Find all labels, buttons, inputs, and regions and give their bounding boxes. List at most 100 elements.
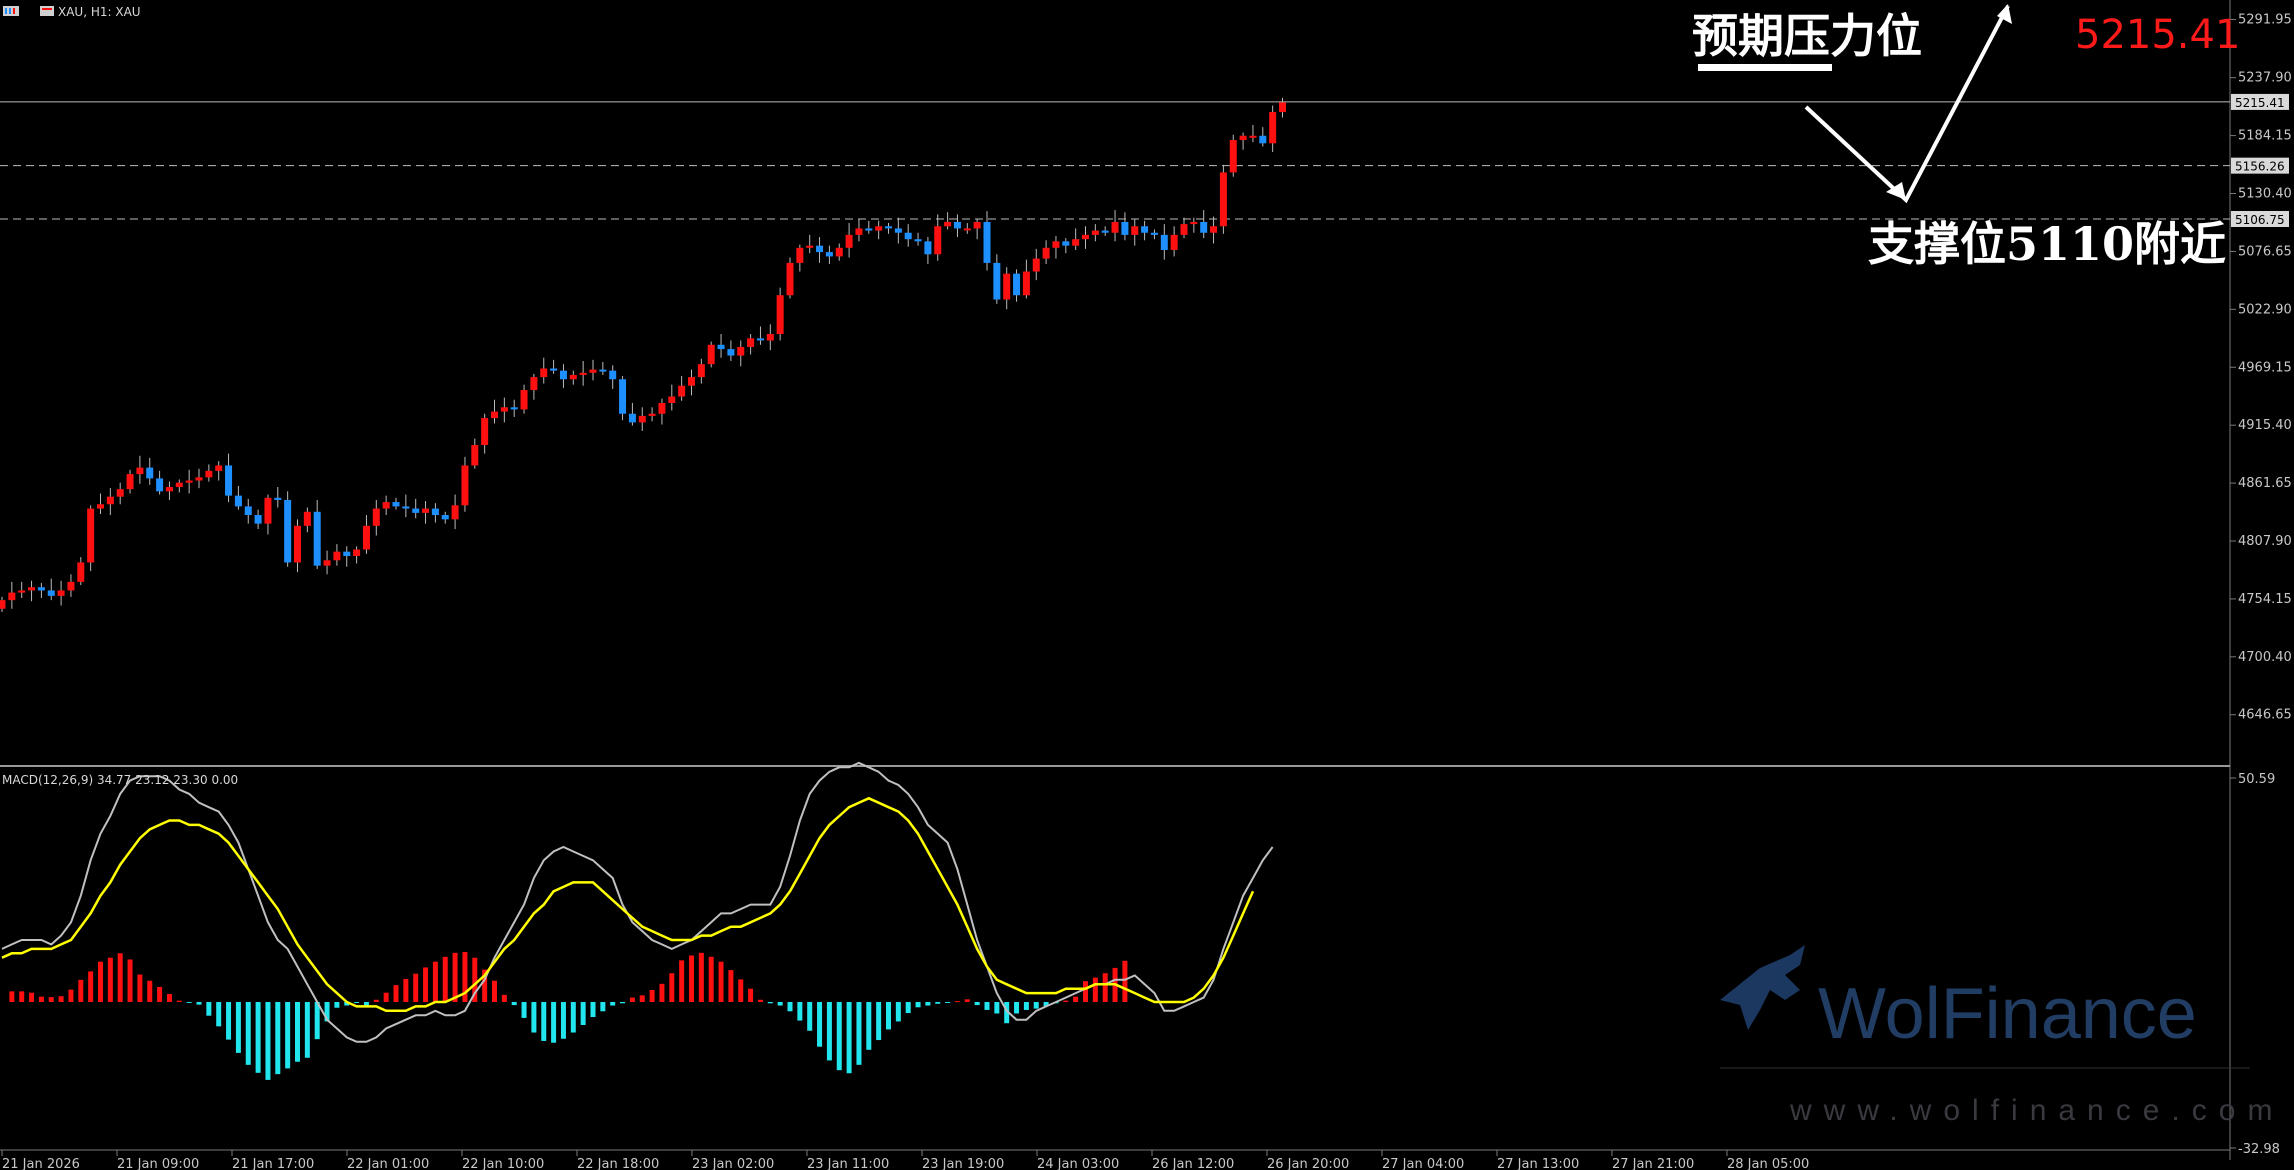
candle-body — [1101, 230, 1109, 233]
candle-body — [786, 262, 794, 296]
macd-histogram-bar — [324, 1001, 330, 1022]
candle-body — [619, 379, 627, 414]
candle-body — [894, 228, 902, 233]
candle-body — [195, 477, 203, 481]
candle-body — [284, 499, 292, 563]
candle-body — [678, 385, 686, 397]
candle-body — [825, 252, 833, 257]
price-tick-label: 4915.40 — [2238, 418, 2292, 433]
macd-histogram-bar — [964, 999, 970, 1002]
macd-histogram-bar — [501, 994, 507, 1002]
resistance-underline — [1698, 64, 1832, 71]
symbol-flag-icon[interactable] — [40, 6, 54, 16]
candle-body — [362, 525, 370, 550]
macd-histogram-bar — [984, 1001, 990, 1010]
candlestick-series — [0, 98, 1286, 612]
candle-body — [244, 506, 252, 516]
candle-body — [796, 247, 804, 263]
macd-histogram-bar — [117, 953, 123, 1002]
time-axis-ticks: 21 Jan 2026 21 Jan 09:00 21 Jan 17:00 22 Ja… — [1, 1150, 1809, 1170]
candle-body — [57, 590, 65, 596]
candle-body — [1062, 241, 1070, 246]
macd-histogram-bar — [226, 1001, 232, 1040]
macd-histogram-bar — [748, 988, 754, 1002]
time-tick-label: 28 Jan 05:00 — [1727, 1157, 1809, 1170]
macd-histogram-bar — [511, 1001, 517, 1006]
price-axis-ticks: 5291.95 5237.90 5184.15 5130.40 5076.65 5022.… — [2230, 12, 2292, 723]
macd-histogram-bar — [334, 1001, 340, 1008]
watermark-url: www.wolfinance.com — [1789, 1094, 2284, 1127]
macd-histogram-bar — [560, 1001, 566, 1039]
price-tick-label: 4969.15 — [2238, 360, 2292, 375]
macd-histogram-bar — [492, 980, 497, 1002]
macd-histogram-bar — [826, 1001, 832, 1061]
time-tick-label: 22 Jan 10:00 — [462, 1157, 544, 1170]
chart-title: XAU, H1: XAU — [58, 5, 141, 19]
candle-body — [47, 590, 55, 596]
macd-tick-label: -32.98 — [2238, 1142, 2280, 1157]
candle-body — [175, 482, 183, 488]
macd-histogram-bar — [1122, 960, 1128, 1002]
candle-body — [1003, 273, 1011, 300]
macd-histogram-bar — [531, 1001, 537, 1033]
candle-body — [126, 474, 134, 490]
time-tick-label: 21 Jan 09:00 — [117, 1157, 199, 1170]
candle-body — [1072, 239, 1080, 246]
candle-body — [461, 465, 469, 506]
candle-body — [225, 465, 233, 496]
price-tick-label: 4754.15 — [2238, 592, 2292, 607]
macd-histogram-bar — [482, 969, 488, 1002]
macd-histogram-bar — [137, 974, 143, 1002]
price-tick-label: 5291.95 — [2238, 12, 2292, 27]
candle-body — [1239, 135, 1247, 141]
candle-body — [766, 334, 774, 341]
candle-body — [471, 444, 479, 466]
macd-histogram-bar — [166, 994, 172, 1002]
macd-histogram-bar — [19, 991, 25, 1002]
macd-histogram-bar — [354, 1001, 360, 1003]
time-tick-label: 26 Jan 12:00 — [1152, 1157, 1234, 1170]
candle-body — [845, 234, 853, 248]
candle-body — [993, 262, 1001, 300]
candle-body — [904, 232, 912, 240]
macd-histogram-bar — [275, 1001, 281, 1075]
macd-histogram-bar — [541, 1001, 547, 1041]
candle-body — [697, 364, 705, 378]
macd-histogram-bar — [974, 1001, 980, 1006]
macd-histogram-bar — [1033, 1001, 1039, 1009]
macd-histogram-bar — [176, 1000, 182, 1002]
candle-body — [372, 508, 380, 526]
macd-histogram-bar — [600, 1001, 606, 1012]
candle-body — [67, 581, 75, 591]
candle-body — [776, 295, 784, 335]
macd-histogram-bar — [629, 997, 635, 1002]
price-tag-box — [2231, 210, 2289, 227]
macd-histogram-bar — [787, 1001, 793, 1012]
macd-histogram-bar — [78, 979, 84, 1002]
macd-histogram-bar — [886, 1001, 891, 1030]
candle-body — [37, 587, 45, 591]
candle-body — [165, 487, 173, 492]
candle-body — [559, 370, 567, 380]
macd-histogram-bar — [147, 980, 153, 1002]
candle-body — [540, 368, 548, 378]
candle-body — [727, 349, 735, 356]
macd-histogram-bar — [432, 961, 438, 1002]
macd-histogram-bar — [38, 996, 44, 1002]
macd-histogram-bar — [265, 1001, 271, 1080]
macd-histogram-bar — [9, 991, 15, 1002]
macd-histogram-bar — [689, 955, 694, 1002]
candle-body — [382, 502, 390, 509]
macd-histogram-bar — [403, 978, 409, 1002]
chart-header: XAU, H1: XAU — [3, 5, 141, 19]
candle-body — [1160, 234, 1168, 250]
macd-histogram-bar — [836, 1001, 842, 1071]
candle-body — [412, 508, 420, 513]
candle-body — [1249, 135, 1257, 138]
candle-body — [747, 338, 755, 347]
candle-body — [136, 467, 144, 475]
macd-histogram-bar — [285, 1001, 291, 1069]
candle-body — [1121, 221, 1129, 235]
candle-body — [451, 505, 459, 520]
